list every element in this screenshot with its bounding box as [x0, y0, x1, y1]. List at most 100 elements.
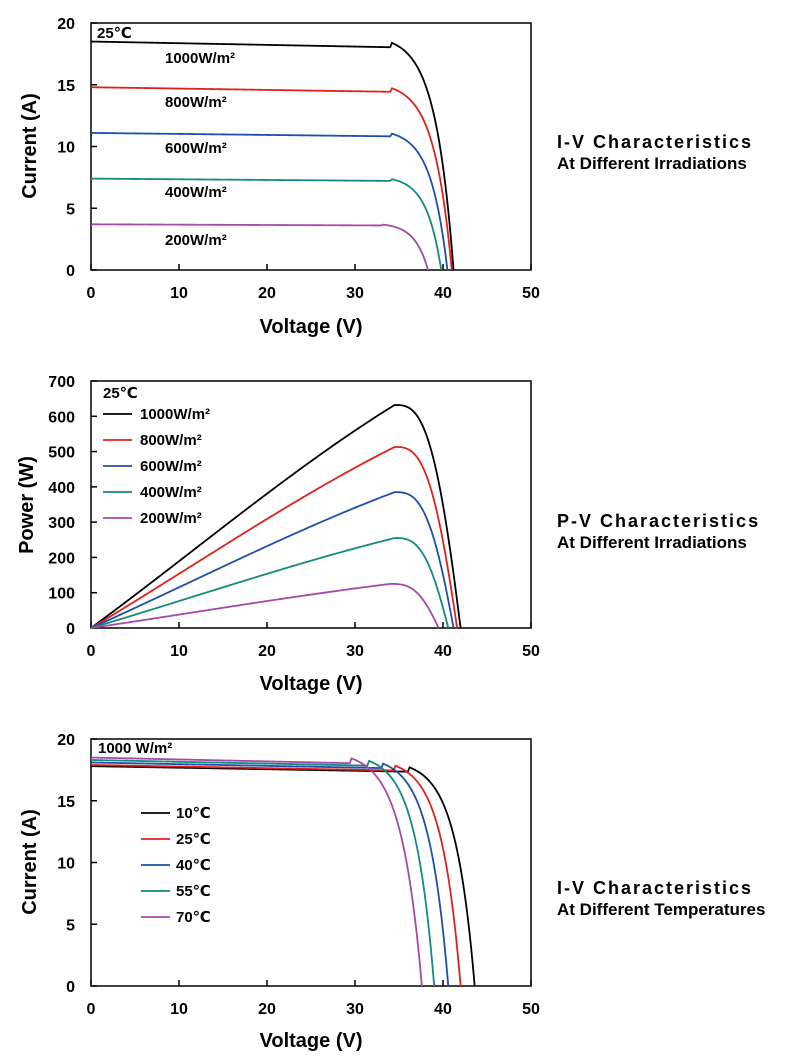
x-tick-label: 40 [434, 1001, 452, 1018]
y-axis-title: Current (A) [19, 93, 41, 199]
y-tick-label: 0 [66, 979, 75, 996]
y-tick-label: 10 [57, 856, 75, 873]
x-tick-label: 20 [258, 285, 276, 302]
series-line-1 [90, 764, 462, 987]
y-tick-label: 200 [48, 550, 75, 567]
caption-line-2: At Different Temperatures [557, 900, 766, 919]
caption-line-1: P-V Characteristics [557, 511, 761, 531]
plot-frame [90, 738, 532, 987]
caption-line-2: At Different Irradiations [557, 533, 747, 552]
series-lines [90, 404, 462, 629]
caption-line-2: At Different Irradiations [557, 154, 747, 173]
y-tick-label: 700 [48, 374, 75, 391]
y-tick-label: 400 [48, 480, 75, 497]
series-labels: 1000W/m² 800W/m² 600W/m² 400W/m² 200W/m² [165, 50, 235, 249]
legend-entry: 800W/m² [140, 432, 202, 449]
x-tick-label: 0 [87, 1001, 96, 1018]
x-tick-label: 40 [434, 285, 452, 302]
legend: 10℃ 25℃ 40℃ 55℃ 70℃ [141, 805, 211, 926]
x-tick-label: 30 [346, 285, 364, 302]
series-line-3 [90, 537, 450, 629]
legend-entry: 25℃ [176, 831, 211, 848]
legend: 1000W/m² 800W/m² 600W/m² 400W/m² 200W/m² [103, 406, 210, 527]
series-lines [90, 756, 476, 987]
plot-frame [90, 22, 532, 271]
legend-entry: 10℃ [176, 805, 211, 822]
x-tick-label: 30 [346, 643, 364, 660]
iv-irradiation-chart: 25℃ Voltage (V) Current (A) 0 10 20 30 40 500… [19, 16, 540, 338]
legend-entry: 200W/m² [140, 510, 202, 527]
plot-frame [90, 380, 532, 629]
x-tick-label: 50 [522, 285, 540, 302]
caption-pv-irradiation: P-V Characteristics At Different Irradia… [557, 510, 760, 554]
x-tick-label: 20 [258, 643, 276, 660]
y-tick-label: 15 [57, 78, 75, 95]
legend-entry: 70℃ [176, 909, 211, 926]
series-line-4 [90, 756, 423, 987]
caption-iv-temperature: I-V Characteristics At Different Tempera… [557, 877, 765, 921]
legend-entry: 40℃ [176, 857, 211, 874]
caption-line-1: I-V Characteristics [557, 878, 754, 898]
x-tick-label: 10 [170, 1001, 188, 1018]
y-tick-label: 20 [57, 16, 75, 33]
y-tick-label: 500 [48, 445, 75, 462]
x-tick-label: 40 [434, 643, 452, 660]
series-line-2 [90, 132, 449, 271]
series-line-2 [90, 491, 455, 629]
x-tick-label: 50 [522, 1001, 540, 1018]
series-line-1 [90, 86, 453, 271]
y-axis-title: Current (A) [19, 809, 41, 915]
series-line-0 [90, 40, 455, 271]
x-tick-label: 0 [87, 285, 96, 302]
legend-entry: 1000W/m² [140, 406, 210, 423]
series-label: 1000W/m² [165, 50, 235, 67]
series-line-2 [90, 761, 450, 987]
legend-entry: 55℃ [176, 883, 211, 900]
series-label: 400W/m² [165, 184, 227, 201]
y-axis-title: Power (W) [16, 456, 38, 554]
x-tick-label: 10 [170, 643, 188, 660]
chart-condition-label: 25℃ [97, 25, 132, 42]
x-tick-label: 10 [170, 285, 188, 302]
x-tick-label: 30 [346, 1001, 364, 1018]
series-line-4 [91, 223, 429, 271]
chart-condition-label: 1000 W/m² [98, 740, 172, 757]
series-label: 200W/m² [165, 232, 227, 249]
x-tick-label: 20 [258, 1001, 276, 1018]
series-lines [90, 40, 455, 271]
series-line-4 [90, 582, 440, 629]
pv-irradiation-chart: 25℃ Voltage (V) Power (W) 0 10 20 30 40 50010… [16, 374, 540, 695]
y-tick-label: 0 [66, 263, 75, 280]
series-line-3 [90, 177, 443, 271]
y-tick-label: 15 [57, 794, 75, 811]
series-label: 800W/m² [165, 94, 227, 111]
series-line-1 [90, 446, 458, 629]
chart-condition-label: 25℃ [103, 385, 138, 402]
y-tick-label: 5 [66, 201, 75, 218]
y-tick-label: 20 [57, 732, 75, 749]
x-axis-title: Voltage (V) [260, 673, 363, 695]
y-tick-label: 0 [66, 621, 75, 638]
axis-ticks: 0 10 20 30 40 50 0 5 10 15 20 [57, 732, 540, 1018]
y-tick-label: 100 [48, 586, 75, 603]
series-line-0 [90, 765, 476, 987]
y-tick-label: 10 [57, 140, 75, 157]
x-tick-label: 0 [87, 643, 96, 660]
series-label: 600W/m² [165, 140, 227, 157]
y-tick-label: 600 [48, 409, 75, 426]
x-tick-label: 50 [522, 643, 540, 660]
caption-iv-irradiation: I-V Characteristics At Different Irradia… [557, 131, 753, 175]
legend-entry: 600W/m² [140, 458, 202, 475]
series-line-0 [90, 404, 462, 629]
y-tick-label: 300 [48, 515, 75, 532]
x-axis-title: Voltage (V) [260, 316, 363, 338]
iv-temperature-chart: 1000 W/m² Voltage (V) Current (A) 0 10 20 3… [19, 732, 540, 1052]
axis-ticks: 0 10 20 30 40 50 0 5 10 15 20 [57, 16, 540, 302]
legend-entry: 400W/m² [140, 484, 202, 501]
caption-line-1: I-V Characteristics [557, 132, 754, 152]
x-axis-title: Voltage (V) [260, 1030, 363, 1052]
series-line-3 [90, 759, 436, 987]
y-tick-label: 5 [66, 917, 75, 934]
